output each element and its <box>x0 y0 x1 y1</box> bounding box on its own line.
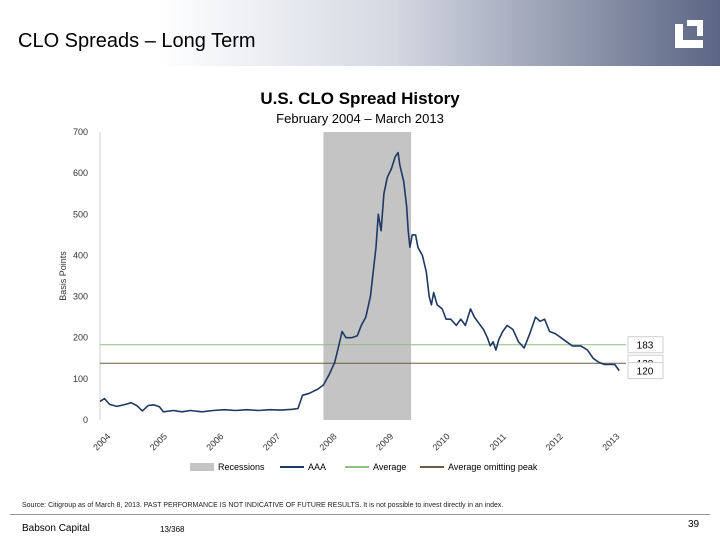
x-tick-label: 2006 <box>204 431 225 452</box>
aaa-series-line <box>99 151 620 413</box>
recession-band <box>323 132 412 420</box>
footer-divider <box>10 514 710 515</box>
x-tick-label: 2011 <box>487 431 508 452</box>
slide-header: CLO Spreads – Long Term <box>0 0 720 66</box>
document-code: 13/368 <box>160 525 185 534</box>
legend-label: Average <box>373 462 406 472</box>
y-axis-label: Basis Points <box>58 251 68 301</box>
company-name: Babson Capital <box>22 523 90 534</box>
x-tick-label: 2007 <box>261 431 282 452</box>
x-tick-label: 2008 <box>317 431 338 452</box>
y-tick-label: 600 <box>73 168 88 178</box>
source-note: Source: Citigroup as of March 8, 2013. P… <box>22 502 504 509</box>
x-tick-label: 2004 <box>91 431 112 452</box>
callout-box <box>627 336 664 354</box>
x-tick-label: 2010 <box>431 431 452 452</box>
chart-subtitle: February 2004 – March 2013 <box>276 111 444 126</box>
page-number: 39 <box>688 519 700 530</box>
company-logo-icon <box>675 20 703 48</box>
x-tick-label: 2013 <box>600 431 621 452</box>
legend-label: AAA <box>308 462 326 472</box>
x-tick-label: 2005 <box>148 431 169 452</box>
x-tick-label: 2012 <box>544 431 565 452</box>
y-tick-label: 500 <box>73 209 88 219</box>
y-tick-label: 100 <box>73 374 88 384</box>
y-tick-label: 200 <box>73 333 88 343</box>
y-tick-label: 400 <box>73 250 88 260</box>
legend-swatch <box>190 463 214 471</box>
spread-chart: 0 100 200 300 400 500 600 700 Basis Points 2004 20… <box>58 127 664 472</box>
legend-label: Recessions <box>218 462 265 472</box>
slide-title: CLO Spreads – Long Term <box>18 30 256 52</box>
chart-title: U.S. CLO Spread History <box>260 89 460 108</box>
callout-box <box>627 362 664 380</box>
y-tick-label: 0 <box>83 415 88 425</box>
y-tick-label: 300 <box>73 292 88 302</box>
y-tick-label: 700 <box>73 127 88 137</box>
callout-label: 183 <box>637 341 654 352</box>
legend-label: Average omitting peak <box>448 462 538 472</box>
callout-label: 120 <box>637 367 654 378</box>
x-tick-label: 2009 <box>374 431 395 452</box>
